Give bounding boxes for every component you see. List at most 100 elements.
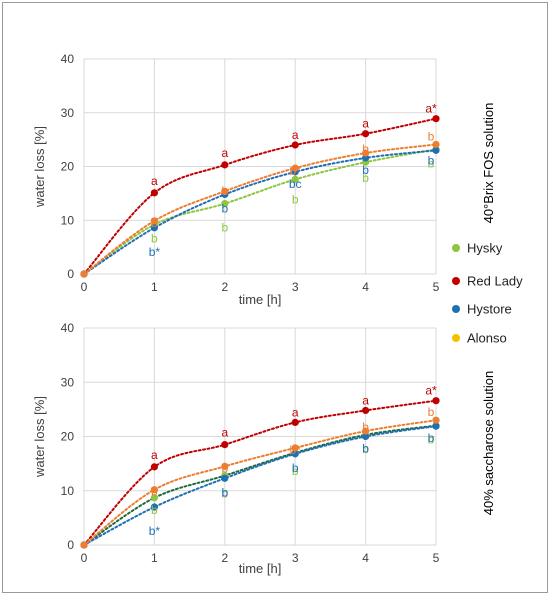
data-point-hystore [150, 503, 158, 511]
significance-letter: b [428, 153, 435, 167]
x-tick-label: 3 [292, 551, 299, 565]
significance-letter: b [151, 485, 158, 499]
significance-letter: b [292, 192, 299, 206]
data-point-hystore [291, 450, 299, 458]
significance-letter: b* [149, 524, 161, 538]
significance-letter: b* [290, 164, 302, 178]
significance-letter: a [362, 117, 369, 131]
data-point-red-lady [432, 397, 440, 405]
significance-letter: a* [425, 384, 437, 398]
data-point-hystore [150, 224, 158, 232]
legend-label: Red Lady [467, 274, 523, 289]
significance-letter: a [221, 146, 228, 160]
significance-letter: a [151, 174, 158, 188]
x-tick-label: 3 [292, 280, 299, 294]
significance-letter: a [151, 448, 158, 462]
data-point-alonso [221, 187, 229, 195]
significance-letter: a [362, 393, 369, 407]
significance-letter: b [362, 442, 369, 456]
significance-letter: b [362, 142, 369, 156]
data-point-alonso [291, 164, 299, 172]
significance-letter: b [428, 129, 435, 143]
significance-letter: b [362, 163, 369, 177]
x-tick-label: 5 [433, 280, 440, 294]
x-tick-label: 4 [362, 551, 369, 565]
data-point-hystore [221, 474, 229, 482]
data-point-alonso [221, 462, 229, 470]
data-point-alonso [432, 140, 440, 149]
significance-letter: b [221, 184, 228, 198]
trendline-alonso [83, 419, 437, 546]
significance-letter: b [292, 464, 299, 478]
y-tick-label: 40 [61, 321, 75, 335]
significance-letter: a [292, 405, 299, 419]
data-point-hysky [291, 175, 299, 183]
significance-letter: b [221, 487, 228, 501]
x-tick-label: 4 [362, 280, 369, 294]
x-tick-label: 0 [81, 551, 88, 565]
y-tick-label: 0 [67, 538, 74, 552]
legend-marker [452, 277, 460, 285]
chart-panel-1: 0 10 20 30 40 0 1 2 3 4 5 time [h] water loss [%] 40°… [32, 52, 496, 307]
y-tick-label: 10 [61, 213, 75, 227]
legend-label: Hysky [467, 241, 503, 256]
legend-marker [452, 244, 460, 252]
data-point-red-lady [291, 418, 299, 426]
significance-letter: bc [289, 177, 302, 191]
x-axis-title: time [h] [239, 292, 282, 307]
significance-letter: b [151, 503, 158, 517]
data-point-hysky [221, 199, 229, 208]
significance-letter: b [151, 216, 158, 230]
significance-letter: b [428, 433, 435, 447]
panel-title: 40% saccharose solution [481, 371, 496, 516]
significance-letter: b [292, 461, 299, 475]
significance-letter: b [221, 485, 228, 499]
data-point-alonso [150, 217, 158, 225]
significance-letter: a* [425, 102, 437, 116]
significance-letter: b [221, 221, 228, 235]
significance-letter: b [221, 201, 228, 215]
data-point-red-lady [150, 189, 158, 197]
data-point-red-lady [221, 441, 229, 449]
y-axis-title: water loss [%] [32, 396, 47, 478]
significance-letter: b [151, 232, 158, 246]
x-tick-label: 2 [221, 551, 228, 565]
significance-letter: b [428, 405, 435, 419]
data-point-red-lady [362, 406, 370, 415]
y-tick-label: 30 [61, 375, 75, 389]
significance-letter: b* [290, 443, 302, 457]
x-tick-label: 1 [151, 280, 158, 294]
significance-letter: b* [149, 245, 161, 259]
data-point-alonso [291, 444, 299, 452]
significance-letter: a [221, 426, 228, 440]
data-point-hystore [432, 422, 440, 430]
y-tick-label: 0 [67, 267, 74, 281]
y-tick-label: 30 [61, 106, 75, 120]
trendline-red-lady [83, 117, 437, 275]
trendline-red-lady [83, 399, 437, 546]
significance-letter: b [362, 171, 369, 185]
data-point-hysky [150, 494, 158, 502]
x-tick-label: 0 [81, 280, 88, 294]
y-tick-label: 40 [61, 52, 75, 66]
trendline-hystore [83, 425, 437, 546]
x-tick-label: 1 [151, 551, 158, 565]
trendline-alonso [83, 143, 437, 275]
data-point-red-lady [432, 115, 440, 123]
panel-title: 40°Brix FOS solution [481, 103, 496, 224]
significance-letter: b [221, 461, 228, 475]
data-point-red-lady [362, 130, 370, 138]
data-point-alonso [362, 427, 370, 435]
legend-label: Alonso [467, 331, 507, 346]
trendline-hystore [83, 149, 437, 275]
data-point-red-lady [221, 161, 229, 169]
data-point-red-lady [150, 463, 158, 471]
significance-letter: b [428, 431, 435, 445]
data-point-alonso [362, 149, 370, 157]
legend-marker [452, 334, 460, 342]
data-point-alonso [432, 416, 440, 424]
x-axis-title: time [h] [239, 561, 282, 576]
y-axis-title: water loss [%] [32, 126, 47, 208]
trendline-hysky [83, 424, 437, 546]
